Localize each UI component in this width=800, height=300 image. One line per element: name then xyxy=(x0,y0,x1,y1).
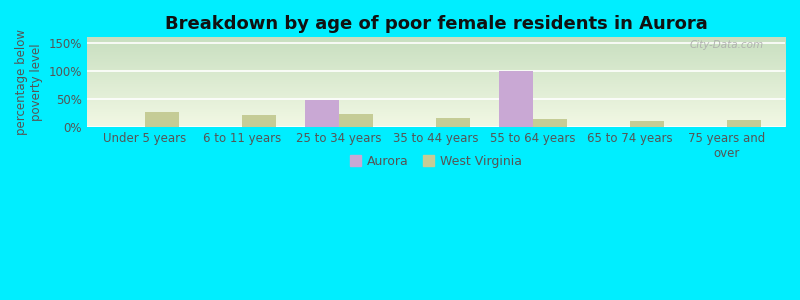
Bar xyxy=(533,119,567,127)
Bar xyxy=(242,115,276,127)
Bar xyxy=(727,120,761,127)
Bar xyxy=(339,114,373,127)
Bar xyxy=(630,121,664,127)
Bar xyxy=(499,71,533,127)
Bar xyxy=(436,118,470,127)
Text: City-Data.com: City-Data.com xyxy=(690,40,764,50)
Bar xyxy=(305,100,339,127)
Y-axis label: percentage below
poverty level: percentage below poverty level xyxy=(15,29,43,135)
Title: Breakdown by age of poor female residents in Aurora: Breakdown by age of poor female resident… xyxy=(165,15,707,33)
Bar xyxy=(145,112,179,127)
Legend: Aurora, West Virginia: Aurora, West Virginia xyxy=(346,150,526,173)
